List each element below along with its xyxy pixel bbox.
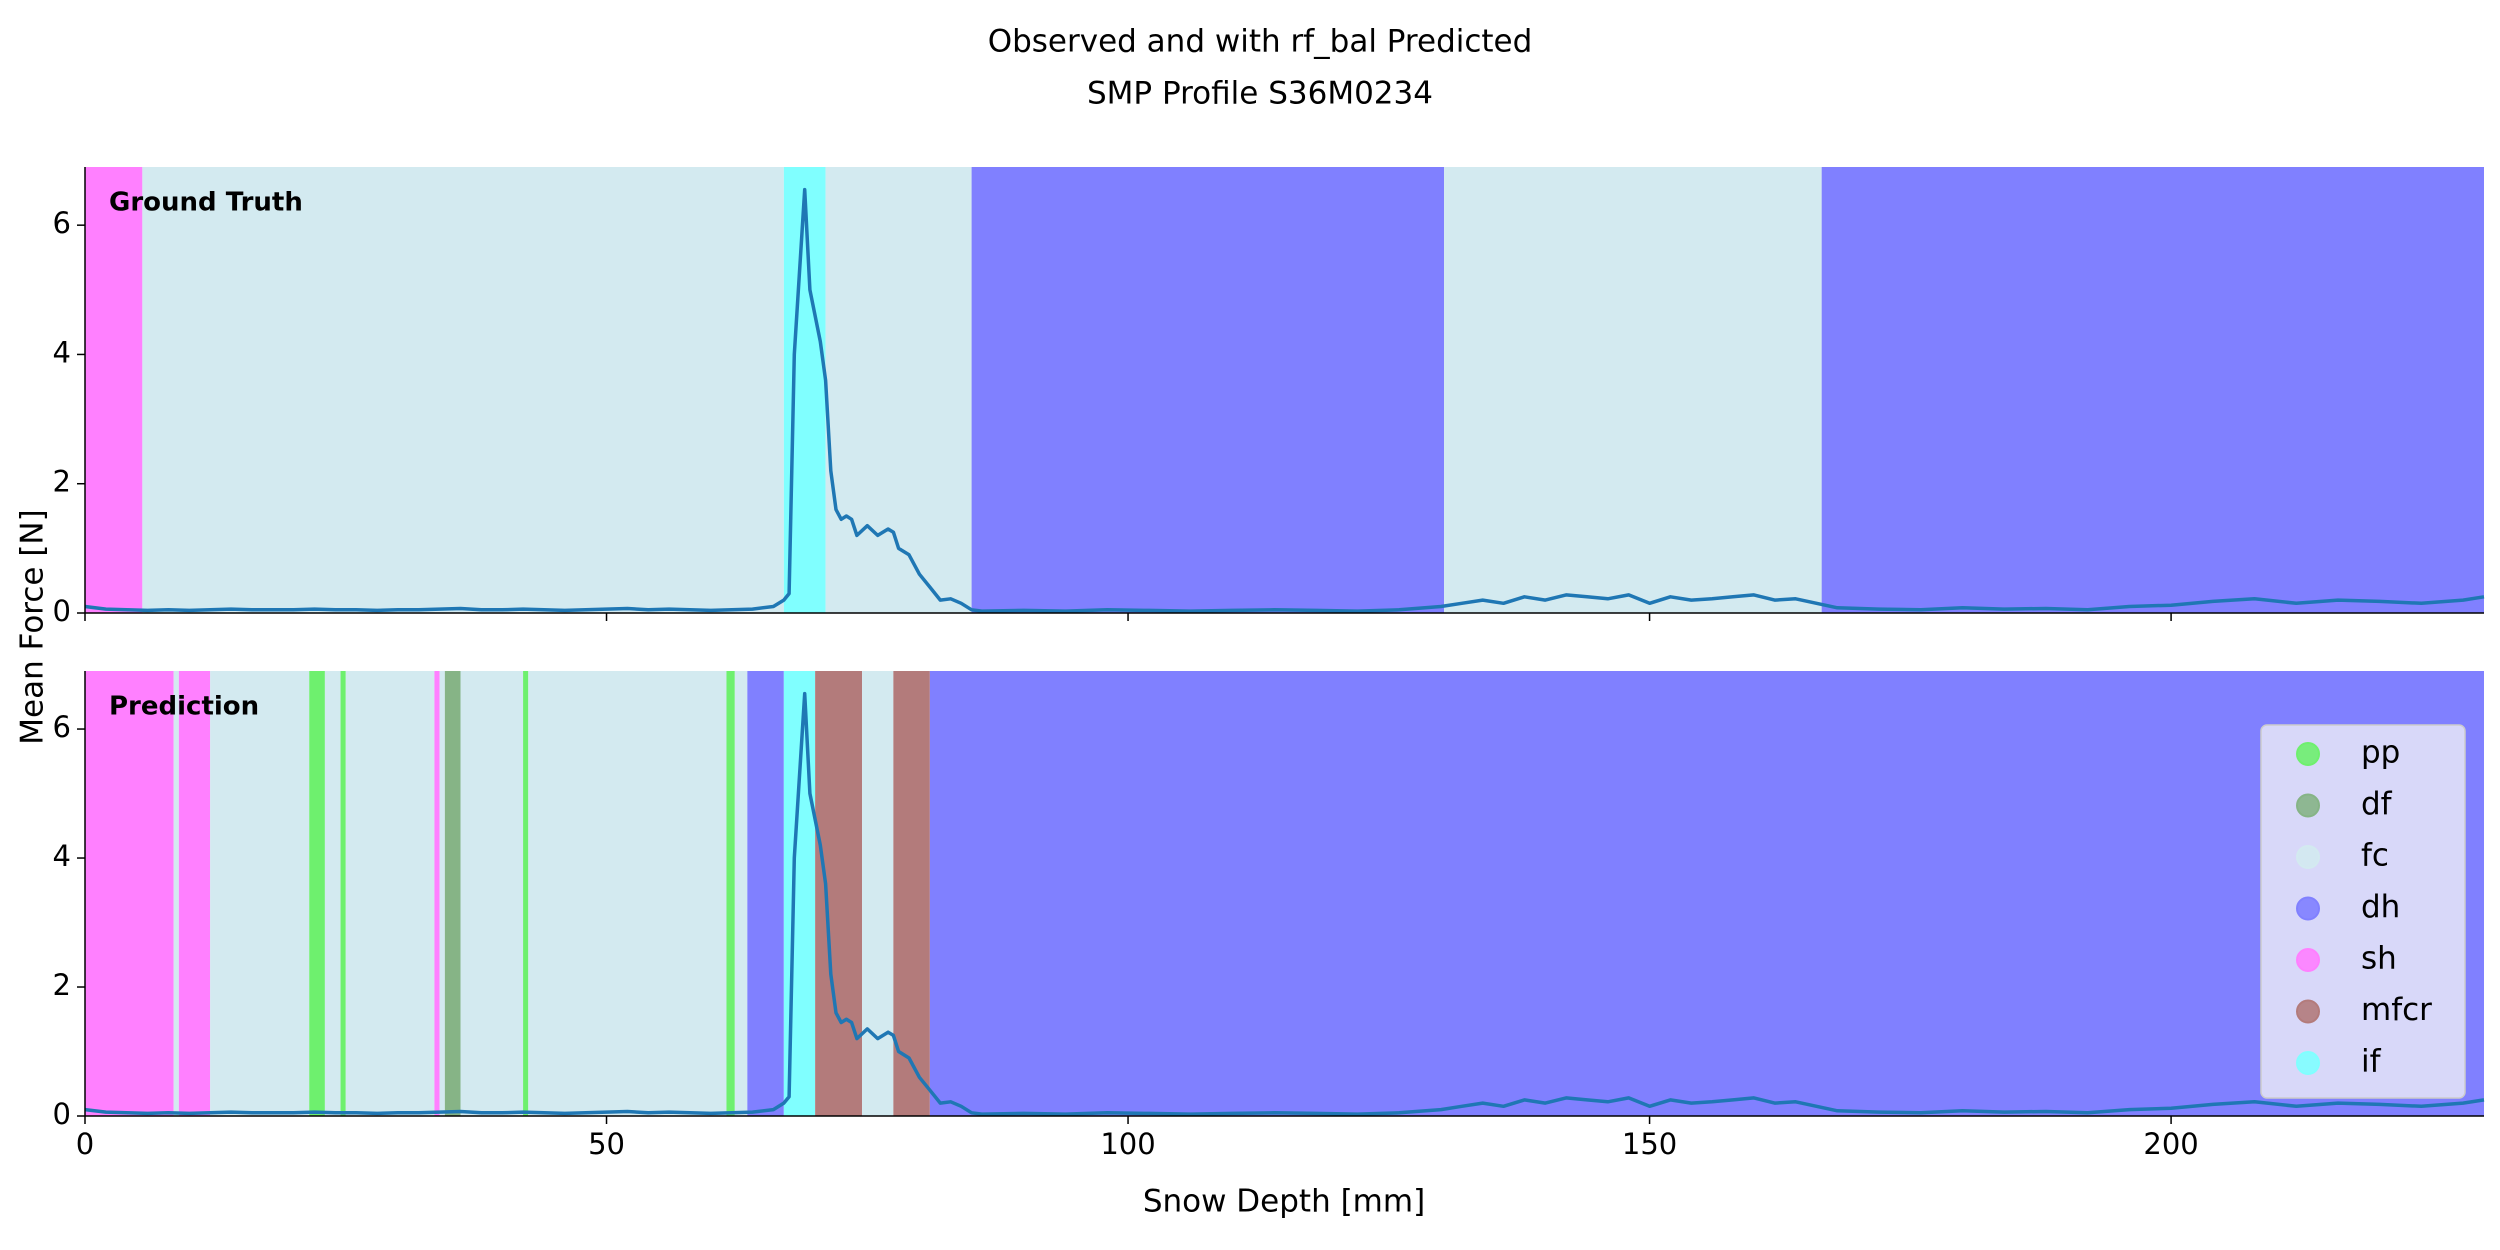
layer-span — [929, 671, 2484, 1116]
legend-label: df — [2361, 786, 2393, 822]
legend-marker — [2296, 793, 2320, 818]
x-tick-label: 0 — [76, 1127, 94, 1161]
layer-span — [439, 671, 445, 1116]
x-tick-label: 200 — [2143, 1127, 2198, 1161]
layer-span — [893, 671, 930, 1116]
layer-span — [460, 671, 524, 1116]
y-tick-label: 4 — [53, 335, 71, 369]
layer-span — [971, 167, 1445, 613]
layer-span — [523, 671, 529, 1116]
x-tick-label: 150 — [1622, 1127, 1677, 1161]
layer-span — [726, 671, 735, 1116]
y-tick-label: 6 — [53, 710, 71, 744]
legend-label: mfcr — [2361, 992, 2432, 1028]
legend-label: pp — [2361, 735, 2400, 771]
y-tick-label: 0 — [53, 1097, 71, 1131]
legend-label: if — [2361, 1044, 2382, 1080]
layer-span — [528, 671, 727, 1116]
y-tick-label: 2 — [53, 465, 71, 499]
legend-marker — [2296, 742, 2320, 766]
y-tick-label: 4 — [53, 839, 71, 873]
layer-span — [173, 671, 179, 1116]
legend-label: fc — [2361, 838, 2389, 874]
layer-span — [825, 167, 972, 613]
y-tick-label: 0 — [53, 594, 71, 628]
layer-span — [85, 671, 174, 1116]
layer-span — [815, 671, 863, 1116]
x-tick-label: 50 — [588, 1127, 625, 1161]
layer-span — [1821, 167, 2484, 613]
layer-span — [210, 671, 310, 1116]
y-tick-label: 6 — [53, 206, 71, 240]
legend-marker — [2296, 948, 2320, 972]
layer-span — [444, 671, 461, 1116]
layer-span — [340, 671, 346, 1116]
y-axis-label: Mean Force [N] — [15, 509, 51, 744]
layer-span — [1444, 167, 1822, 613]
x-tick-label: 100 — [1100, 1127, 1155, 1161]
legend-marker — [2296, 896, 2320, 921]
layer-span — [324, 671, 341, 1116]
layer-span — [734, 671, 748, 1116]
chart-title: Observed and with rf_bal Predicted — [988, 24, 1533, 60]
layer-span — [345, 671, 435, 1116]
layer-span — [747, 671, 784, 1116]
layer-span — [434, 671, 440, 1116]
layer-span — [142, 167, 784, 613]
y-tick-label: 2 — [53, 968, 71, 1002]
x-axis-label: Snow Depth [mm] — [1143, 1184, 1425, 1220]
layer-span — [85, 167, 143, 613]
force-line — [84, 187, 2485, 613]
panel-label: Prediction — [109, 692, 259, 722]
layer-span — [178, 671, 211, 1116]
chart-subtitle: SMP Profile S36M0234 — [1087, 76, 1433, 112]
force-line — [84, 691, 2485, 1116]
legend-label: dh — [2361, 889, 2400, 925]
panel-label: Ground Truth — [109, 188, 303, 218]
layer-span — [862, 671, 894, 1116]
legend-label: sh — [2361, 941, 2397, 977]
legend-marker — [2296, 845, 2320, 869]
legend-marker — [2296, 999, 2320, 1024]
legend-marker — [2296, 1051, 2320, 1075]
layer-span — [309, 671, 325, 1116]
